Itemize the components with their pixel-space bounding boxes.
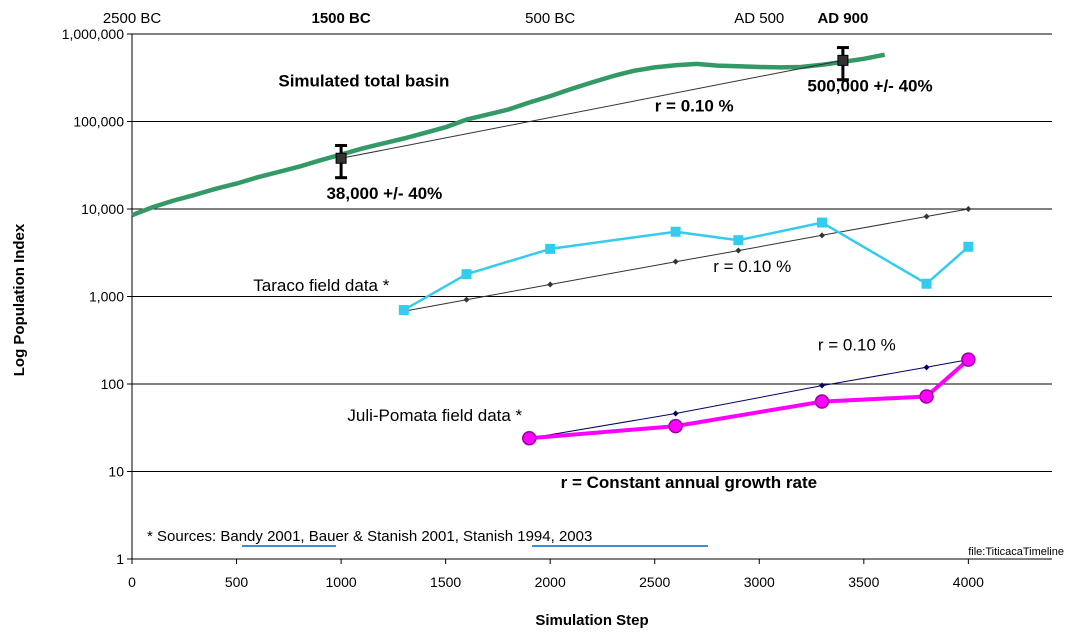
x-tick-label: 3000 [744, 574, 775, 590]
era-label: 2500 BC [103, 10, 162, 27]
data-point [522, 430, 537, 446]
error-bars [335, 46, 849, 180]
data-point [921, 278, 932, 289]
x-tick-label: 4000 [953, 574, 984, 590]
data-point [919, 389, 934, 404]
data-point [819, 382, 825, 389]
data-point [817, 217, 827, 228]
data-point [672, 410, 679, 417]
era-label: 500 BC [525, 10, 575, 27]
data-point [819, 232, 825, 239]
sources-note: * Sources: Bandy 2001, Bauer & Stanish 2… [147, 528, 592, 545]
data-point [398, 305, 409, 316]
annotation: Taraco field data * [253, 276, 389, 295]
y-axis-title: Log Population Index [11, 223, 28, 376]
data-point [963, 241, 974, 252]
data-point [923, 364, 930, 371]
series-line-taraco_growth [403, 208, 969, 312]
x-tick-labels: 0 500 1000 1500 2000 2500 3000 3500 4000 [128, 559, 984, 590]
annotation: Simulated total basin [278, 72, 449, 91]
plot-area: 0 500 1000 1500 2000 2500 3000 3500 4000 1101001… [62, 10, 1052, 590]
data-point [923, 213, 930, 220]
era-label: AD 500 [734, 10, 784, 27]
series-taraco [398, 217, 974, 316]
series-line-total_growth [341, 59, 843, 159]
series-line-simulated [131, 52, 886, 218]
annotation: Juli-Pomata field data * [347, 406, 522, 425]
data-point [733, 235, 744, 246]
x-tick-label: 500 [225, 574, 249, 590]
x-tick-label: 1500 [430, 574, 461, 590]
data-point [668, 418, 683, 434]
data-point [965, 206, 972, 212]
series-line-taraco [403, 221, 970, 312]
annotation: 38,000 +/- 40% [326, 184, 442, 203]
y-tick-label: 100 [101, 376, 125, 392]
series-simulated [131, 52, 886, 218]
era-label: AD 900 [817, 10, 868, 27]
x-tick-label: 2000 [535, 574, 566, 590]
annotation: r = Constant annual growth rate [561, 473, 817, 492]
x-axis-title: Simulation Step [535, 612, 648, 629]
series-layer [131, 52, 976, 446]
x-tick-label: 1000 [326, 574, 357, 590]
y-tick-label: 1,000,000 [62, 26, 124, 42]
y-tick-label: 100,000 [73, 114, 124, 130]
file-label: file:TiticacaTimeline [968, 546, 1064, 558]
series-total_growth [341, 59, 843, 159]
data-point [672, 258, 679, 265]
x-tick-label: 3500 [848, 574, 879, 590]
gridlines [127, 33, 1052, 560]
error-bar [836, 46, 849, 82]
error-bar-point [335, 152, 347, 164]
y-tick-label: 10 [108, 464, 124, 480]
y-tick-label: 1 [116, 551, 124, 567]
y-tick-labels: 1 10 100 1,000 10,000 100,000 1,000,000 [62, 26, 125, 567]
era-labels: 2500 BC 1500 BC 500 BC AD 500 AD 900 [103, 10, 869, 27]
annotation: 500,000 +/- 40% [807, 77, 932, 96]
data-point [463, 296, 470, 303]
error-bar-point [837, 54, 849, 66]
data-point [547, 281, 554, 288]
y-tick-label: 1,000 [89, 289, 124, 305]
data-point [461, 269, 472, 280]
data-point [814, 394, 830, 409]
era-label: 1500 BC [311, 10, 370, 27]
error-bar [335, 143, 348, 180]
x-tick-label: 2500 [639, 574, 670, 590]
y-tick-label: 10,000 [81, 201, 124, 217]
data-point [545, 243, 556, 254]
data-point [670, 226, 681, 237]
annotation: r = 0.10 % [655, 97, 734, 116]
x-tick-label: 0 [128, 574, 136, 590]
data-point [735, 247, 742, 254]
annotations: Simulated total basin r = 0.10 % 500,000 +… [253, 72, 932, 492]
annotation: r = 0.10 % [818, 336, 896, 355]
annotation: r = 0.10 % [713, 257, 791, 276]
data-point [961, 352, 976, 367]
series-juli [522, 352, 976, 446]
